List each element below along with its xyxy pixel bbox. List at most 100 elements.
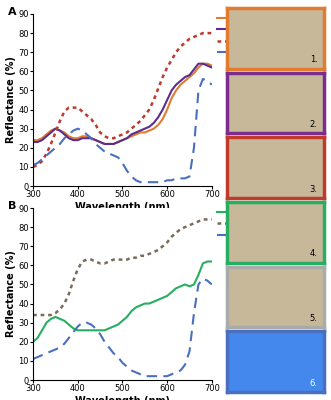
Blue Egg <box>192 311 196 316</box>
Red Wattlebird <box>107 142 111 146</box>
Blue Egg <box>205 78 209 83</box>
Mimetic Egg <box>98 130 102 135</box>
Noisy Friarbird <box>170 96 174 100</box>
Noisy Friarbird <box>156 122 160 127</box>
Mimetic Egg <box>63 109 67 114</box>
Noisy Friarbird <box>120 138 124 142</box>
Blue Egg <box>116 355 120 360</box>
Mimetic Egg <box>76 105 80 110</box>
Magpie-lark <box>40 328 44 333</box>
Noisy Friarbird <box>71 136 75 141</box>
Mimetic Egg <box>103 261 107 266</box>
Noisy Friarbird <box>63 130 67 135</box>
Noisy Friarbird <box>174 88 178 93</box>
Blue Egg <box>53 145 58 150</box>
Magpie-lark <box>170 290 174 294</box>
Red Wattlebird <box>31 140 35 144</box>
Mimetic Egg <box>107 259 111 264</box>
Blue Egg <box>156 180 160 184</box>
Mimetic Egg <box>210 31 214 36</box>
Blue Egg <box>80 128 84 133</box>
Red Wattlebird <box>76 138 80 142</box>
Red Wattlebird <box>63 132 67 137</box>
Magpie-lark <box>201 261 205 266</box>
Mimetic Egg <box>205 31 209 36</box>
Mimetic Egg <box>120 257 124 262</box>
Mimetic Egg <box>94 259 98 264</box>
Blue Egg <box>201 76 205 81</box>
Blue Egg <box>71 128 75 133</box>
Blue Egg <box>49 149 53 154</box>
Blue Egg <box>179 368 183 373</box>
Mimetic Egg <box>116 134 120 139</box>
Mimetic Egg <box>134 255 138 260</box>
Noisy Friarbird <box>103 142 107 146</box>
Mimetic Egg <box>201 217 205 222</box>
Mimetic Egg <box>71 105 75 110</box>
Blue Egg <box>179 176 183 181</box>
Magpie-lark <box>120 318 124 323</box>
Red Wattlebird <box>49 130 53 135</box>
Magpie-lark <box>161 296 165 300</box>
Magpie-lark <box>112 324 116 329</box>
Mimetic Egg <box>44 313 48 318</box>
Mimetic Egg <box>188 36 192 41</box>
Magpie-lark <box>174 286 178 291</box>
Blue Egg <box>120 161 124 166</box>
Mimetic Egg <box>170 234 174 239</box>
Blue Egg <box>53 347 58 352</box>
Blue Egg <box>120 360 124 365</box>
Mimetic Egg <box>89 117 93 122</box>
Mimetic Egg <box>76 267 80 272</box>
Red Wattlebird <box>192 67 196 72</box>
Blue Egg <box>161 180 165 184</box>
Mimetic Egg <box>156 86 160 91</box>
Blue Egg <box>40 353 44 358</box>
Mimetic Egg <box>192 34 196 39</box>
Magpie-lark <box>49 316 53 321</box>
Mimetic Egg <box>40 313 44 318</box>
Magpie-lark <box>71 326 75 331</box>
Blue Egg <box>67 132 71 137</box>
Red Wattlebird <box>89 136 93 141</box>
Mimetic Egg <box>44 151 48 156</box>
Magpie-lark <box>80 328 84 333</box>
Noisy Friarbird <box>116 140 120 144</box>
Blue Egg <box>116 155 120 160</box>
Mimetic Egg <box>165 240 169 245</box>
Mimetic Egg <box>49 313 53 318</box>
Blue Egg <box>58 142 62 146</box>
Red Wattlebird <box>138 128 142 133</box>
Magpie-lark <box>134 305 138 310</box>
Magpie-lark <box>76 328 80 333</box>
Line: Blue Egg: Blue Egg <box>33 79 212 182</box>
Red Wattlebird <box>152 120 156 125</box>
Mimetic Egg <box>31 313 35 318</box>
Mimetic Egg <box>53 311 58 316</box>
Red Wattlebird <box>210 65 214 70</box>
Blue Egg <box>63 341 67 346</box>
Red Wattlebird <box>161 107 165 112</box>
Red Wattlebird <box>134 130 138 135</box>
Mimetic Egg <box>112 136 116 141</box>
Blue Egg <box>138 372 142 377</box>
Noisy Friarbird <box>196 65 200 70</box>
Red Wattlebird <box>80 136 84 141</box>
Line: Red Wattlebird: Red Wattlebird <box>33 64 212 144</box>
Noisy Friarbird <box>44 132 48 137</box>
Magpie-lark <box>196 272 200 277</box>
Noisy Friarbird <box>179 82 183 87</box>
Magpie-lark <box>125 314 129 319</box>
Blue Egg <box>98 332 102 336</box>
Noisy Friarbird <box>165 107 169 112</box>
Red Wattlebird <box>125 136 129 141</box>
Mimetic Egg <box>134 122 138 127</box>
Blue Egg <box>147 374 151 378</box>
Blue Egg <box>210 282 214 287</box>
Mimetic Egg <box>107 136 111 141</box>
Magpie-lark <box>58 316 62 321</box>
Mimetic Egg <box>161 244 165 249</box>
Blue Egg <box>31 356 35 361</box>
Blue Egg <box>89 322 93 327</box>
Red Wattlebird <box>58 128 62 133</box>
